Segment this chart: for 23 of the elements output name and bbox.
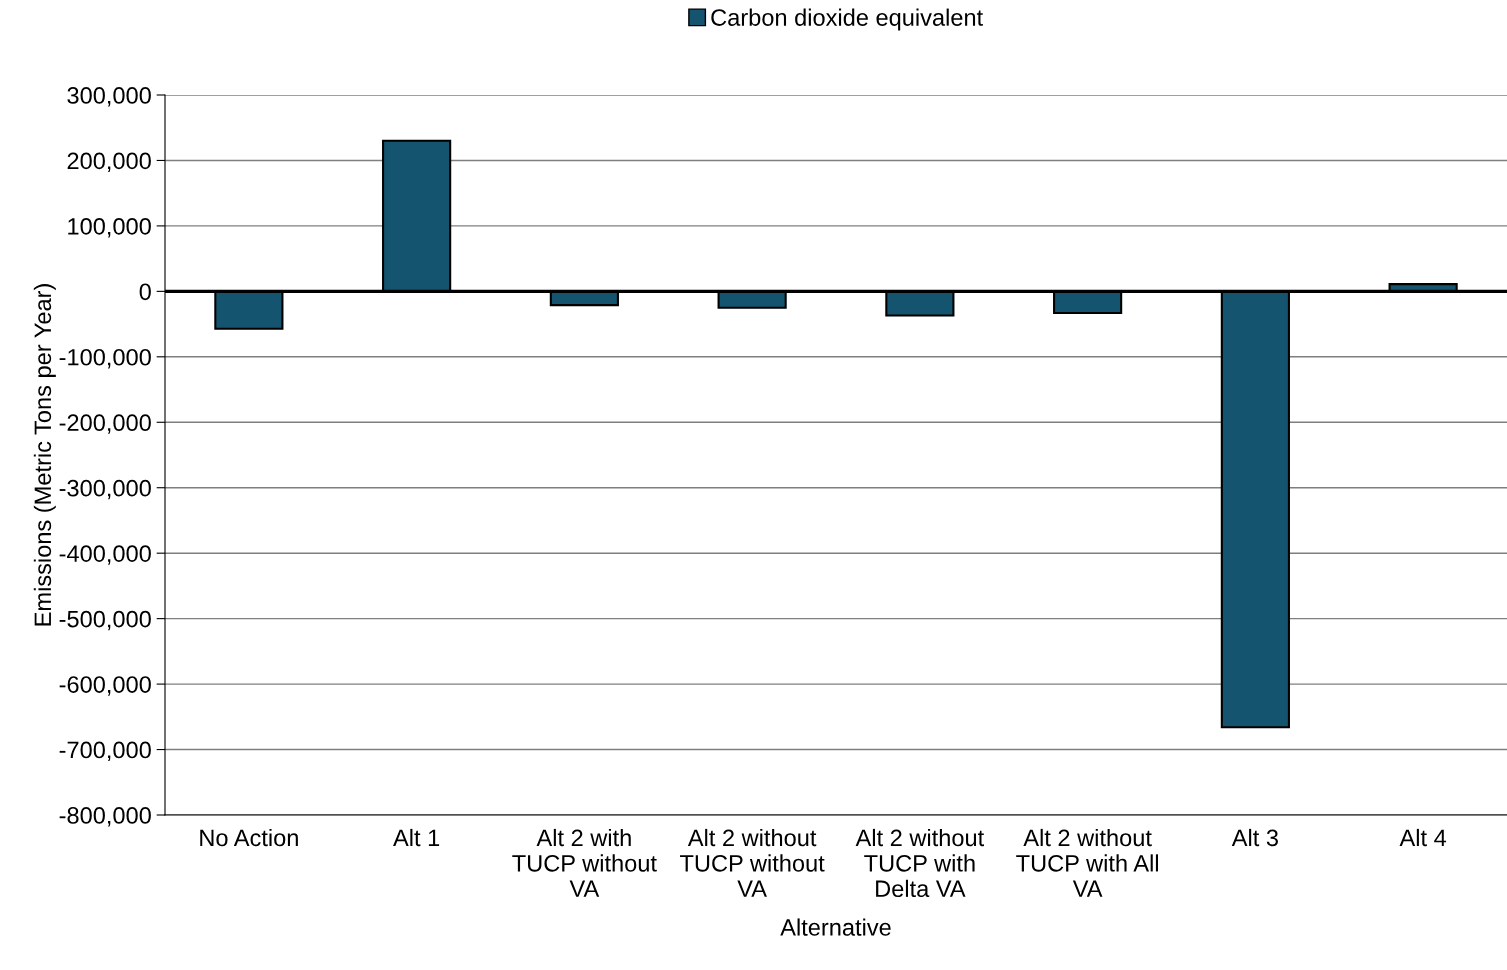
y-tick-label: 200,000: [67, 152, 151, 173]
x-tick-label: Alt 2 without TUCP without VA: [680, 828, 825, 897]
x-tick-label: Alt 3: [1231, 828, 1278, 847]
y-tick-label: 300,000: [67, 87, 151, 107]
x-axis-title: Alternative: [780, 918, 891, 936]
x-tick-label: No Action: [200, 828, 298, 847]
y-tick-label: -300,000: [59, 479, 151, 500]
y-tick-label: -600,000: [59, 676, 151, 696]
x-tick-label: Alt 2 without TUCP with Delta VA: [855, 828, 985, 898]
y-axis-title: Emissions (Metric Tons per Year): [33, 284, 56, 626]
x-tick-label: Alt 1: [393, 828, 440, 847]
legend-label: Carbon dioxide equivalent: [711, 8, 983, 31]
x-tick-label: Alt 2 without TUCP with All VA: [1016, 828, 1158, 897]
y-tick-label: -500,000: [59, 610, 151, 631]
y-tick-label: -100,000: [59, 348, 151, 369]
x-tick-label: Alt 4: [1399, 828, 1447, 847]
y-tick-label: 100,000: [68, 217, 151, 238]
y-tick-label: -400,000: [59, 545, 151, 565]
y-tick-label: -700,000: [59, 741, 151, 762]
y-tick-label: -200,000: [59, 414, 151, 434]
y-tick-label: -800,000: [59, 807, 151, 827]
y-tick-label: 0: [139, 283, 151, 301]
x-tick-label: Alt 2 with TUCP without VA: [512, 828, 657, 897]
